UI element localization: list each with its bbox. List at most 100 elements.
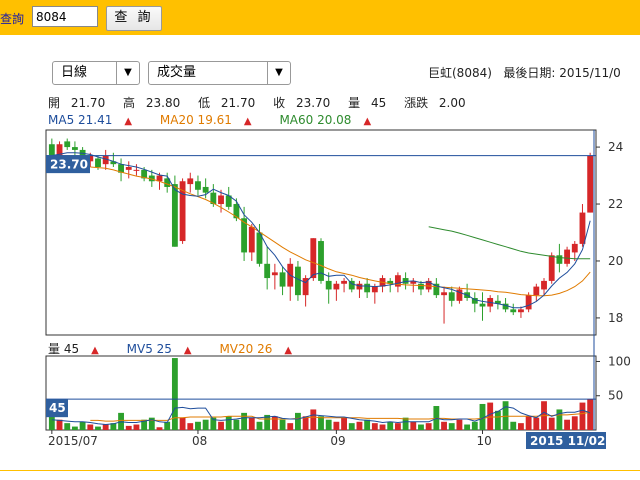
volume-bar (394, 423, 401, 430)
candle-body (118, 164, 124, 173)
candle-body (418, 283, 424, 290)
vol-legend: 量 45 ▲ (48, 342, 99, 356)
volume-bar (356, 421, 363, 430)
query-button[interactable]: 查 詢 (106, 6, 162, 31)
volume-bar (479, 403, 486, 430)
volume-bar (56, 419, 63, 430)
volume-bar (456, 419, 463, 430)
volume-bar (141, 419, 148, 430)
change-value: 漲跌 2.00 (404, 96, 466, 110)
volume-bar (164, 421, 171, 430)
volume-bar (348, 423, 355, 430)
volume-bar (187, 423, 194, 430)
volume-bar (48, 416, 55, 430)
volume-bar (248, 417, 255, 430)
candle-body (556, 255, 563, 264)
chevron-down-icon: ▼ (267, 62, 290, 84)
stock-info: 巨虹(8084) 最後日期: 2015/11/0 (428, 64, 621, 81)
candle-body (510, 309, 517, 313)
period-select[interactable]: 日線 ▼ (52, 61, 140, 85)
volume-bar (502, 401, 509, 430)
candle-body (541, 280, 547, 290)
volume-bar (510, 421, 517, 430)
candle-body (202, 186, 209, 193)
volume-bar (210, 417, 217, 430)
volume-bar (233, 419, 240, 430)
volume-bar (95, 426, 101, 430)
volume-bar (195, 421, 201, 430)
candle-body (479, 303, 486, 307)
indicator-select-value: 成交量 (157, 65, 197, 80)
volume-bar (279, 419, 286, 430)
volume-bar (125, 425, 132, 430)
price-marker-box (46, 155, 90, 174)
candle-body (171, 184, 178, 247)
candle-body (333, 283, 340, 290)
ma5-line (51, 152, 591, 309)
volume-bar (448, 423, 455, 430)
volume-bar (179, 417, 186, 430)
candle-body (195, 181, 201, 190)
volume-bar (102, 424, 109, 430)
indicator-select[interactable]: 成交量 ▼ (148, 61, 291, 85)
candle-body (410, 280, 417, 284)
candle-body (441, 292, 447, 296)
candle-body (318, 241, 324, 281)
mv5-legend: MV5 25 ▲ (126, 342, 192, 356)
volume-bar (156, 427, 163, 430)
candle-body (448, 292, 455, 301)
candle-body (433, 283, 440, 296)
volume-bar (564, 419, 571, 430)
candle-body (164, 178, 171, 187)
candle-body (533, 286, 540, 296)
x-tick-label: 09 (330, 434, 345, 448)
volume-bar (494, 410, 501, 430)
candle-body (325, 280, 332, 290)
x-tick-label: 10 (476, 434, 491, 448)
volume-bar (548, 417, 555, 430)
ma60-legend: MA60 20.08 ▲ (279, 113, 372, 127)
volume-bar (364, 419, 371, 430)
candle-body (64, 141, 71, 148)
volume-bar (79, 421, 86, 430)
volume-bar (371, 423, 378, 430)
volume-bar (202, 419, 209, 430)
ohlc-summary: 開 21.70 高 23.80 低 21.70 收 23.70 量 45 漲跌 … (48, 94, 480, 111)
volume-bar (579, 402, 586, 430)
volume-bar (287, 423, 294, 430)
candle-body (502, 303, 509, 310)
period-select-value: 日線 (61, 65, 88, 80)
volume-bar (410, 421, 417, 430)
footer-divider (0, 470, 640, 471)
candle-body (87, 155, 94, 162)
candle-body (187, 178, 194, 185)
ma5-legend: MA5 21.41 ▲ (48, 113, 133, 127)
low-value: 低 21.70 (198, 96, 256, 110)
stock-name: 巨虹(8084) (428, 66, 492, 80)
stock-code-input[interactable] (32, 6, 98, 27)
candle-body (402, 278, 409, 284)
close-value: 收 23.70 (273, 96, 331, 110)
volume-bar (441, 421, 447, 430)
volume-bar (218, 421, 224, 430)
price-marker-label: 23.70 (50, 158, 88, 172)
candle-body (256, 232, 263, 264)
volume-bar (325, 419, 332, 430)
ma20-legend: MA20 19.61 ▲ (159, 113, 252, 127)
volume-marker-box (46, 399, 68, 418)
candle-body (348, 280, 355, 290)
chevron-down-icon: ▼ (116, 62, 139, 84)
candle-body (71, 147, 78, 150)
candle-body (248, 226, 255, 253)
volume-bar (525, 416, 532, 430)
candle-body (279, 272, 286, 287)
candle-body (295, 266, 301, 296)
x-tick-label: 08 (192, 434, 207, 448)
candle-body (179, 181, 186, 242)
last-date: 2015/11/0 (559, 66, 621, 80)
candle-body (579, 212, 586, 244)
price-panel (45, 129, 597, 336)
candle-body (494, 300, 501, 304)
volume-bar (295, 412, 301, 430)
